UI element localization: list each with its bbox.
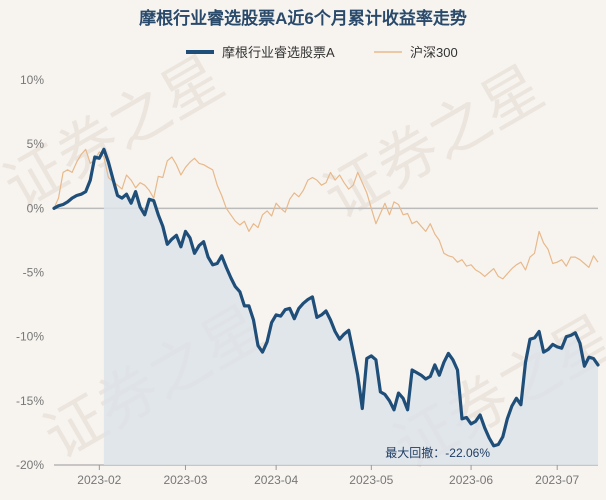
max-drawdown-label: 最大回撤：-22.06% [385, 445, 490, 460]
y-tick-label: -15% [16, 394, 44, 408]
y-tick-label: 0% [27, 201, 45, 215]
x-tick-label: 2023-04 [254, 473, 298, 487]
series-line-hs300 [53, 148, 599, 280]
x-tick-label: 2023-06 [449, 473, 493, 487]
legend-label-index: 沪深300 [410, 45, 458, 60]
x-axis: 2023-02 2023-03 2023-04 2023-05 2023-06 2023-… [54, 464, 598, 487]
annotation-layer: 最大回撤：-22.06% [385, 445, 490, 460]
watermark-text-2: 证券之星 [313, 52, 556, 233]
x-tick-label: 2023-02 [77, 473, 121, 487]
series-layer [52, 147, 600, 448]
y-tick-label: -10% [16, 330, 44, 344]
x-tick-label: 2023-05 [349, 473, 393, 487]
series-line-fund [52, 147, 600, 448]
drawdown-area [103, 149, 599, 466]
x-tick-label: 2023-07 [535, 473, 579, 487]
legend-label-fund: 摩根行业睿选股票A [222, 45, 335, 60]
y-tick-label: -20% [16, 458, 44, 472]
y-tick-label: 5% [27, 137, 45, 151]
y-axis: 10% 5% 0% -5% -10% -15% -20% [16, 73, 598, 472]
legend: 摩根行业睿选股票A 沪深300 [186, 45, 458, 60]
drawdown-fill [103, 149, 599, 466]
y-tick-label: 10% [20, 73, 44, 87]
y-tick-label: -5% [23, 266, 45, 280]
chart-title: 摩根行业睿选股票A近6个月累计收益率走势 [139, 8, 467, 28]
x-tick-label: 2023-03 [163, 473, 207, 487]
